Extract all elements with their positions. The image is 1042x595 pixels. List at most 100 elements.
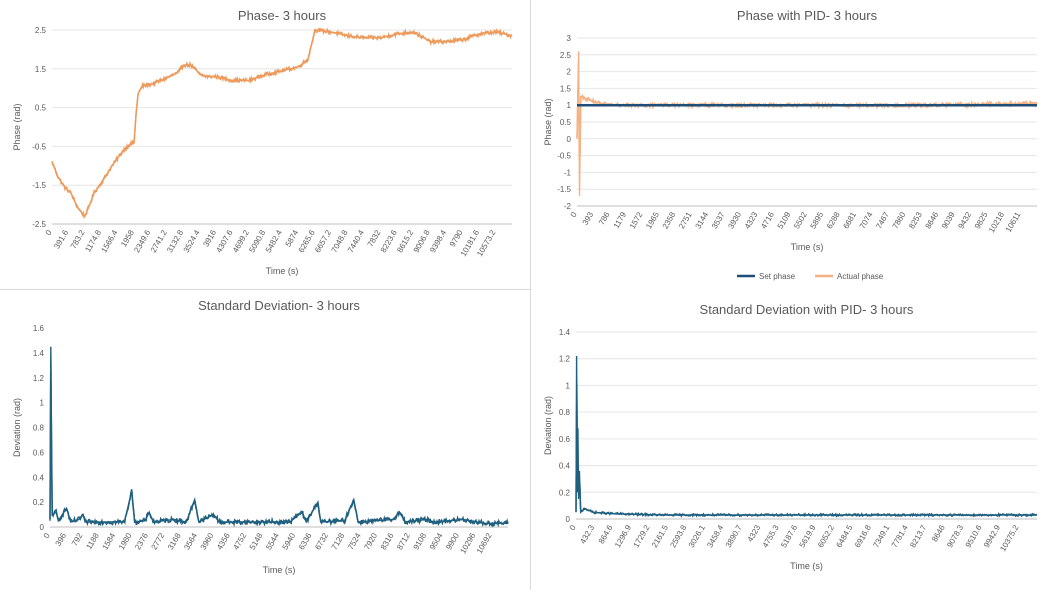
y-axis-title: Phase (rad)	[12, 103, 22, 150]
series-line-outline	[575, 355, 1037, 516]
x-tick-label: 8646	[924, 210, 941, 230]
y-tick-label: 2	[567, 68, 572, 77]
x-tick-label: 10218	[987, 210, 1006, 234]
chart-title: Phase- 3 hours	[238, 8, 327, 23]
x-tick-label: 1188	[84, 531, 101, 551]
x-tick-label: 9039	[940, 210, 957, 230]
x-tick-label: 393	[581, 210, 596, 227]
x-tick-label: 4323	[746, 523, 763, 543]
x-tick-label: 1179	[612, 210, 629, 230]
series-line-outline	[49, 346, 508, 524]
x-tick-label: 5187.6	[779, 523, 799, 549]
x-tick-label: 9790	[448, 228, 465, 248]
std-dev-pid-chart: Standard Deviation with PID- 3 hours 1.4 1…	[543, 302, 1038, 571]
series-line-outline	[51, 29, 513, 218]
y-tick-label: 1	[566, 381, 571, 390]
y-tick-label: 1.6	[33, 324, 45, 333]
x-tick-label: 6916.8	[853, 523, 873, 549]
series-line	[49, 358, 509, 528]
y-tick-label: 0.5	[560, 118, 572, 127]
phase-chart: Phase- 3 hours 2.5 1.5 0.5 -0.5 -1.5 -2.50391.…	[12, 8, 513, 276]
x-tick-label: 7860	[891, 210, 908, 230]
x-tick-label: 7467	[874, 210, 891, 230]
x-tick-label: 4323	[743, 210, 760, 230]
x-tick-label: 5148	[248, 531, 265, 551]
x-tick-label: 7832	[366, 228, 383, 248]
y-tick-label: 2.5	[560, 51, 572, 60]
x-tick-label: 6288	[825, 210, 842, 230]
x-tick-label: 8712	[395, 531, 412, 551]
y-tick-label: 0.6	[33, 448, 45, 457]
x-tick-label: 9398.4	[428, 228, 448, 254]
legend-label: Actual phase	[837, 272, 884, 281]
series-line-0	[49, 346, 509, 528]
y-tick-label: 0.2	[559, 488, 571, 497]
legend: Set phase Actual phase	[737, 272, 884, 281]
std-dev-chart: Standard Deviation- 3 hours 1.6 1.4 1.2 1 0.8…	[12, 298, 509, 575]
y-tick-label: 0.8	[559, 408, 571, 417]
x-axis-title: Time (s)	[266, 266, 299, 276]
x-tick-label: 5874	[284, 228, 301, 248]
x-tick-label: 3960	[199, 531, 216, 551]
x-tick-label: 7440.4	[346, 228, 366, 254]
x-tick-label: 5502	[792, 210, 809, 230]
x-tick-label: 7524	[346, 531, 363, 551]
x-tick-label: 396	[54, 531, 69, 548]
x-tick-label: 9432	[956, 210, 973, 230]
series-actual-phase	[576, 51, 1038, 196]
vertical-divider	[530, 0, 531, 590]
legend-label: Set phase	[759, 272, 796, 281]
x-tick-label: 4356	[215, 531, 232, 551]
chart-panel-phase: Phase- 3 hours 2.5 1.5 0.5 -0.5 -1.5 -2.5 0 391.…	[0, 0, 530, 289]
x-tick-label: 3026.1	[687, 523, 707, 549]
x-tick-label: 3930	[726, 210, 743, 230]
y-tick-label: 1.4	[33, 349, 45, 358]
x-tick-label: 8213.7	[908, 523, 928, 549]
chart-panel-std-dev-pid: Standard Deviation with PID- 3 hours 1.4 1…	[531, 290, 1042, 590]
chart-title: Phase with PID- 3 hours	[737, 8, 878, 23]
y-tick-label: 1.5	[560, 84, 572, 93]
series-line	[51, 27, 513, 220]
y-tick-label: 1.5	[35, 65, 47, 74]
y-tick-label: 1.2	[559, 355, 571, 364]
x-tick-label: 2772	[150, 531, 167, 551]
series-line-0	[51, 27, 513, 220]
y-tick-label: 0.6	[559, 435, 571, 444]
y-tick-label: -0.5	[32, 142, 46, 151]
x-tick-label: 4752	[231, 531, 248, 551]
y-axis-title: Phase (rad)	[543, 98, 553, 145]
series-line	[576, 60, 1038, 161]
x-tick-label: 4755.3	[761, 523, 781, 549]
y-tick-label: 0	[567, 135, 572, 144]
x-tick-label: 5619.9	[798, 523, 818, 549]
y-tick-label: 1.2	[33, 374, 45, 383]
x-tick-label: 0	[568, 523, 578, 532]
x-tick-label: 3564	[182, 531, 199, 551]
x-tick-label: 10611	[1004, 210, 1023, 234]
x-tick-label: 7781.4	[890, 523, 910, 549]
series-line-outline	[576, 51, 1038, 196]
x-tick-label: 5482.4	[264, 228, 284, 254]
x-tick-label: 6484.5	[834, 523, 854, 549]
x-tick-label: 8646	[930, 523, 947, 543]
x-tick-label: 10692	[475, 531, 494, 555]
x-tick-label: 6052.2	[816, 523, 836, 549]
x-tick-label: 2161.5	[650, 523, 670, 549]
y-tick-label: 1.4	[559, 328, 571, 337]
x-tick-label: 5109	[776, 210, 793, 230]
x-tick-label: 1572	[628, 210, 645, 230]
y-tick-label: -1	[564, 168, 572, 177]
x-axis-title: Time (s)	[790, 561, 823, 571]
x-axis-title: Time (s)	[263, 565, 296, 575]
y-tick-label: 0.8	[33, 424, 45, 433]
x-tick-label: 1729.2	[632, 523, 652, 549]
x-tick-label: 864.6	[597, 523, 615, 545]
x-tick-label: 3144	[694, 210, 711, 230]
y-tick-label: 1	[40, 399, 45, 408]
x-tick-label: 2593.8	[668, 523, 688, 549]
x-tick-label: 5895	[809, 210, 826, 230]
x-tick-label: 9504	[428, 531, 445, 551]
x-tick-label: 2358	[661, 210, 678, 230]
chart-title: Standard Deviation- 3 hours	[198, 298, 360, 313]
y-tick-label: 1	[567, 101, 572, 110]
